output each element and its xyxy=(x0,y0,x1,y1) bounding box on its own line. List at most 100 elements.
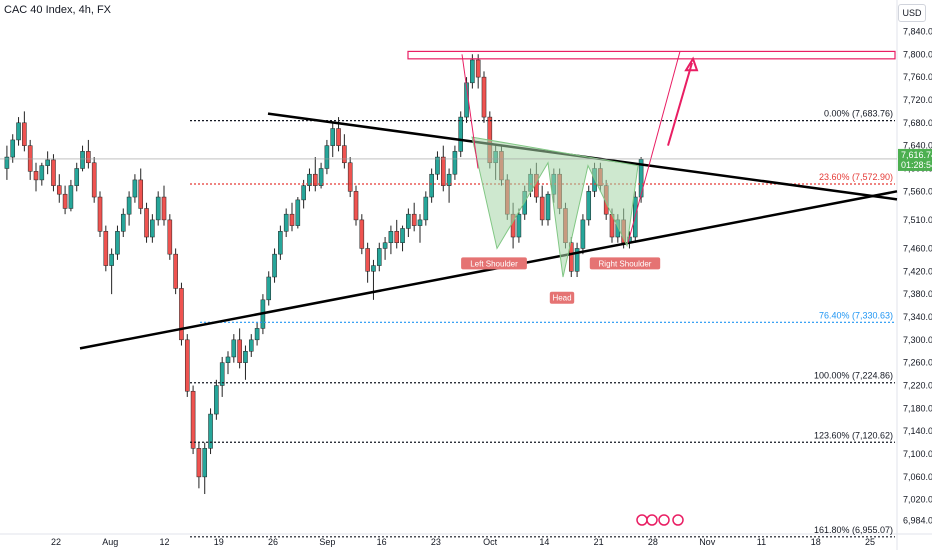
candle-body xyxy=(446,173,452,186)
candle-body xyxy=(126,196,132,215)
x-tick-label: 18 xyxy=(811,537,821,547)
candle-body xyxy=(272,253,277,278)
pattern-label: Right Shoulder xyxy=(599,259,652,268)
fib-level-label: 76.40% (7,330.63) xyxy=(819,310,893,320)
candle-body xyxy=(638,159,644,198)
candle-body xyxy=(371,265,376,272)
candle-body xyxy=(86,151,91,164)
x-tick-label: 28 xyxy=(648,537,658,547)
candle-body xyxy=(307,173,312,186)
candle-body xyxy=(347,162,353,192)
candle-body xyxy=(202,448,208,478)
current-price-badge xyxy=(898,148,932,171)
candle-body xyxy=(219,362,225,386)
candle-body xyxy=(417,219,423,226)
candle-body xyxy=(184,339,190,392)
candle-body xyxy=(10,139,16,158)
fib-level-label: 123.60% (7,120.62) xyxy=(814,430,893,440)
candle-body xyxy=(179,288,184,341)
x-tick-label: Nov xyxy=(699,537,716,547)
candle-body xyxy=(382,242,388,249)
candle-body xyxy=(458,116,464,152)
fib-level-label: 100.00% (7,224.86) xyxy=(814,371,893,381)
candle-body xyxy=(516,213,522,238)
target-zone-box xyxy=(407,50,896,60)
candle-body xyxy=(208,413,213,449)
y-tick-label: 7,800.00 xyxy=(903,49,932,59)
head-and-shoulders-pattern xyxy=(471,136,639,278)
x-tick-label: 16 xyxy=(377,537,387,547)
y-tick-label: 7,460.00 xyxy=(903,243,932,253)
candle-body xyxy=(411,213,417,226)
candle-body xyxy=(353,191,359,221)
y-tick-label: 7,840.00 xyxy=(903,26,932,36)
candle-body xyxy=(132,179,138,198)
fib-level-label: 161.80% (6,955.07) xyxy=(814,525,893,535)
target-arrow xyxy=(667,62,693,146)
y-tick-label: 7,510.00 xyxy=(903,215,932,225)
y-tick-label: 7,220.00 xyxy=(903,381,932,391)
y-tick-label: 7,180.00 xyxy=(903,403,932,413)
y-tick-label: 7,720.00 xyxy=(903,95,932,105)
candle-body xyxy=(400,228,405,243)
x-tick-label: 14 xyxy=(539,537,549,547)
current-price-countdown: 01:28:54 xyxy=(901,160,932,170)
drop-line xyxy=(461,54,479,169)
candle-body xyxy=(423,196,429,221)
target-arrow-head xyxy=(684,56,699,72)
y-tick-label: 7,100.00 xyxy=(903,449,932,459)
y-tick-label: 7,640.00 xyxy=(903,141,932,151)
candle-body xyxy=(33,171,39,181)
candle-body xyxy=(312,173,318,186)
candle-body xyxy=(394,231,400,243)
candle-body xyxy=(225,356,231,363)
x-tick-label: 12 xyxy=(160,537,170,547)
candle-body xyxy=(39,165,45,181)
y-tick-label: 6,984.00 xyxy=(903,515,932,525)
candle-body xyxy=(452,151,458,175)
y-tick-label: 7,140.00 xyxy=(903,426,932,436)
candle-body xyxy=(214,385,219,415)
candle-body xyxy=(4,156,10,169)
y-tick-label: 7,680.00 xyxy=(903,118,932,128)
y-tick-label: 7,260.00 xyxy=(903,358,932,368)
candle-body xyxy=(243,350,248,363)
candle-body xyxy=(318,168,324,186)
x-tick-label: 21 xyxy=(594,537,604,547)
currency-selector[interactable]: USD xyxy=(898,4,926,22)
candle-body xyxy=(144,208,149,238)
candle-body xyxy=(91,162,97,198)
current-price-value: 7,616.74 xyxy=(901,150,932,160)
candle-body xyxy=(68,185,74,209)
candle-body xyxy=(586,191,592,221)
candle-body xyxy=(359,219,365,249)
candle-body xyxy=(283,213,289,232)
pattern-label: Left Shoulder xyxy=(470,259,518,268)
candle-body xyxy=(481,76,487,118)
x-tick-label: 26 xyxy=(268,537,278,547)
candle-body xyxy=(237,339,242,363)
candle-body xyxy=(150,219,155,238)
pattern-label-bg xyxy=(589,257,661,270)
candle-body xyxy=(330,128,336,146)
y-tick-label: 7,420.00 xyxy=(903,266,932,276)
candle-body xyxy=(295,199,301,226)
candle-body xyxy=(545,193,551,221)
event-icon xyxy=(672,514,684,526)
candle-body xyxy=(440,156,446,186)
candle-body xyxy=(568,242,574,272)
candle-body xyxy=(62,193,68,209)
x-tick-label: 25 xyxy=(865,537,875,547)
candle-body xyxy=(342,145,347,164)
fib-level-label: 0.00% (7,683.76) xyxy=(824,109,893,119)
y-tick-label: 7,020.00 xyxy=(903,495,932,505)
y-tick-label: 7,380.00 xyxy=(903,289,932,299)
y-tick-label: 7,060.00 xyxy=(903,472,932,482)
event-icon xyxy=(646,514,658,526)
chart-title: CAC 40 Index, 4h, FX xyxy=(4,4,111,16)
candle-body xyxy=(167,219,173,255)
candle-body xyxy=(574,248,580,272)
candle-body xyxy=(80,151,85,169)
candle-body xyxy=(475,59,481,78)
